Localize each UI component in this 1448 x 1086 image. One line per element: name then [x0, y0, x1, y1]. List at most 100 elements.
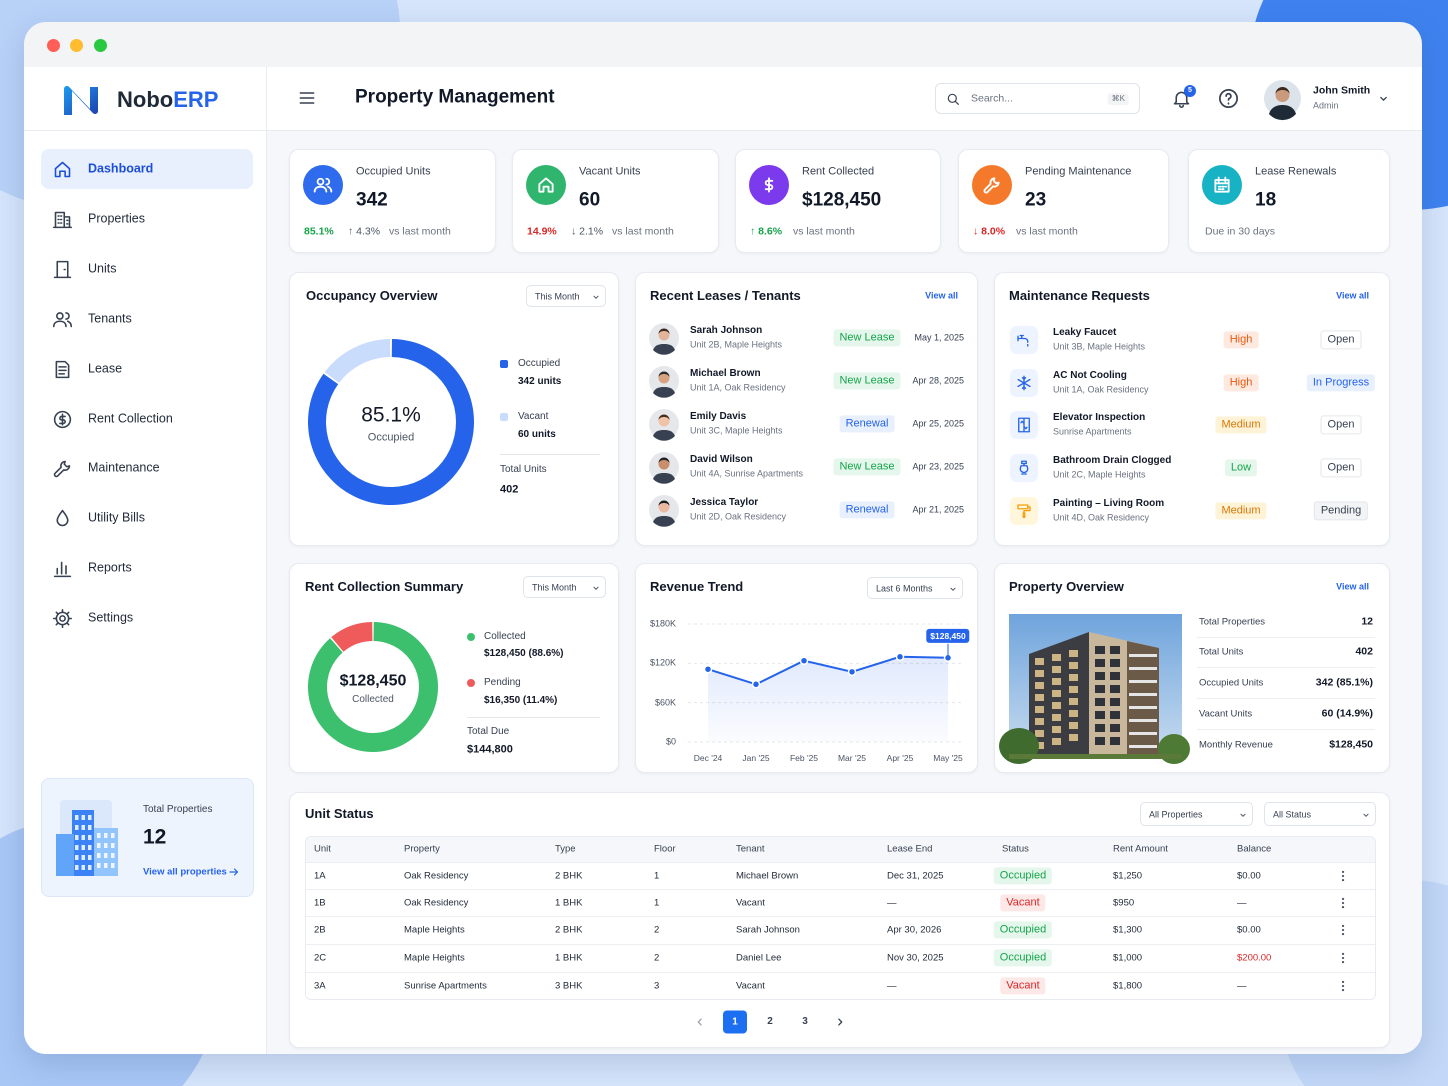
nav-item[interactable]: Lease — [41, 349, 253, 389]
nav-item[interactable]: Units — [41, 249, 253, 289]
table-cell: — — [1237, 897, 1247, 909]
dropdown-chevron — [593, 586, 599, 590]
nav-label: Properties — [88, 211, 145, 226]
legend-label: Occupied — [518, 358, 561, 369]
row-actions[interactable] — [1336, 923, 1350, 937]
tenant-name: Michael Brown — [690, 368, 761, 379]
icon-stroke — [955, 101, 959, 105]
page-next[interactable] — [833, 1015, 847, 1029]
help-button[interactable] — [1217, 87, 1240, 110]
user-menu-chevron[interactable] — [1377, 92, 1390, 105]
search-box[interactable]: Search... ⌘K — [935, 83, 1140, 114]
window-maximize[interactable] — [94, 39, 107, 52]
page-button[interactable]: 1 — [723, 1010, 747, 1034]
view-all-link[interactable]: View all — [1336, 581, 1369, 592]
window-minimize[interactable] — [70, 39, 83, 52]
kpi-value: 23 — [1025, 189, 1047, 211]
nav-item[interactable]: Reports — [41, 548, 253, 588]
view-all-link[interactable]: View all — [925, 290, 958, 301]
icon-stroke — [1341, 897, 1345, 900]
y-tick-label: $60K — [654, 697, 676, 708]
page-button[interactable]: 2 — [767, 1016, 773, 1027]
period-dropdown[interactable]: Last 6 Months — [867, 577, 963, 599]
table-cell: 3 — [654, 980, 660, 992]
property-filter[interactable]: All Properties — [1140, 802, 1253, 826]
brand: NoboERP — [117, 87, 218, 113]
illus-window — [81, 835, 85, 840]
page-prev[interactable] — [693, 1015, 707, 1029]
illus-window — [104, 853, 108, 858]
row-actions[interactable] — [1336, 869, 1350, 883]
page-button[interactable]: 3 — [802, 1016, 808, 1027]
menu-button[interactable] — [297, 88, 317, 108]
table-cell: Vacant — [736, 897, 765, 909]
view-all-link[interactable]: View all — [1336, 290, 1369, 301]
table-cell: $1,250 — [1113, 870, 1143, 882]
dropdown-chevron — [950, 587, 956, 591]
nav-item[interactable]: Properties — [41, 199, 253, 239]
table-cell: 2 BHK — [555, 870, 583, 882]
lease-tag: New Lease — [833, 458, 901, 476]
period-dropdown[interactable]: This Month — [526, 285, 606, 307]
user-avatar[interactable] — [1264, 80, 1301, 121]
illus-window — [104, 843, 108, 848]
nav-item[interactable]: Rent Collection — [41, 399, 253, 439]
illus-window — [75, 865, 79, 870]
table-cell: Sunrise Apartments — [404, 980, 487, 992]
photo-balcony — [1129, 680, 1157, 683]
chart-title: Rent Collection Summary — [305, 579, 464, 595]
photo-balcony — [1129, 654, 1157, 657]
overview-label: Total Units — [1199, 646, 1244, 658]
kpi-note: vs last month — [1016, 225, 1078, 238]
row-actions[interactable] — [1336, 979, 1350, 993]
column-header: Type — [555, 843, 576, 855]
nav-item[interactable]: Dashboard — [41, 149, 253, 189]
photo-ground — [1009, 754, 1182, 759]
window-close[interactable] — [47, 39, 60, 52]
table-cell: Oak Residency — [404, 870, 469, 882]
logo-shape — [64, 86, 98, 115]
status-filter[interactable]: All Status — [1264, 802, 1376, 826]
status-tag: Open — [1320, 330, 1362, 350]
kpi-change: ↑ 8.6% — [750, 225, 783, 238]
table-cell: Maple Heights — [404, 952, 465, 964]
promo-link[interactable]: View all properties — [143, 866, 227, 878]
nav-item[interactable]: Maintenance — [41, 448, 253, 488]
maintenance-glyph — [1017, 334, 1029, 347]
row-actions[interactable] — [1336, 951, 1350, 965]
photo-window — [1052, 666, 1061, 673]
photo-balcony — [1129, 719, 1157, 722]
y-tick-label: $120K — [649, 657, 676, 668]
table-cell: $1,300 — [1113, 924, 1143, 936]
icon-stroke — [56, 311, 64, 320]
priority-tag: High — [1223, 331, 1259, 349]
x-tick-label: Apr '25 — [886, 752, 914, 763]
status-tag: Open — [1320, 458, 1362, 478]
x-tick-label: Feb '25 — [789, 752, 819, 763]
nav-item[interactable]: Settings — [41, 598, 253, 638]
table-cell: $0.00 — [1237, 870, 1261, 882]
chart-card — [289, 272, 619, 546]
illus-window — [104, 863, 108, 868]
kpi-glyph — [983, 177, 1000, 194]
icon-stroke — [1341, 928, 1345, 932]
avatar-body — [653, 473, 675, 484]
illus-window — [88, 815, 92, 820]
photo-window — [1035, 742, 1044, 749]
icon-stroke — [1341, 879, 1345, 882]
nav-item[interactable]: Tenants — [41, 299, 253, 339]
period-dropdown[interactable]: This Month — [523, 576, 606, 598]
tenant-unit: Unit 3C, Maple Heights — [690, 425, 783, 436]
avatar-body — [653, 516, 675, 527]
illus-window — [111, 853, 115, 858]
column-header: Rent Amount — [1113, 843, 1168, 855]
nav-item[interactable]: Utility Bills — [41, 498, 253, 538]
avatar-hair — [658, 457, 670, 463]
nav-icon — [53, 461, 71, 478]
table-cell: Maple Heights — [404, 924, 465, 936]
row-divider — [306, 916, 1375, 917]
overview-label: Monthly Revenue — [1199, 739, 1273, 751]
row-actions[interactable] — [1336, 896, 1350, 910]
tenant-avatar — [649, 495, 679, 527]
leases-card — [635, 272, 978, 546]
